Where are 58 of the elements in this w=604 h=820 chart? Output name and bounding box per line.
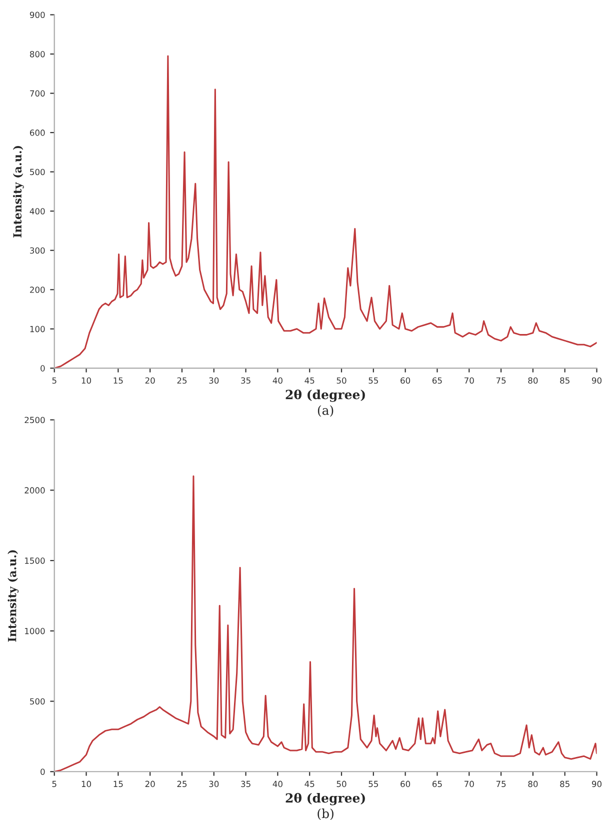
y-tick-label: 200 [30,286,45,293]
y-tick-label: 0 [40,768,45,775]
x-tick-label: 20 [145,377,155,384]
x-tick-label: 10 [82,780,92,788]
y-tick-label: 300 [30,247,45,254]
text: (b) [318,808,334,820]
y-tick-label: 0 [40,365,45,372]
x-tick-label: 65 [432,377,442,384]
x-tick-label: 75 [496,377,506,384]
x-tick-label: 75 [496,780,506,788]
x-tick-label: 70 [464,377,474,384]
y-tick-label: 900 [30,12,45,18]
x-tick-label: 65 [432,780,442,788]
y-tick-label: 2000 [24,487,45,494]
x-tick-label: 85 [560,780,570,788]
x-tick-label: 90 [592,377,602,384]
x-tick-label: 25 [177,780,187,788]
y-axis-title: Intensity (a.u.) [8,550,19,642]
y-tick-label: 500 [30,168,45,176]
y-tick-label: 600 [30,130,45,136]
x-tick-label: 70 [464,780,474,788]
x-tick-label: 50 [336,780,346,788]
x-tick-label: 25 [177,377,187,384]
x-tick-label: 5 [52,377,56,384]
y-tick-label: 2500 [24,416,45,424]
x-tick-label: 30 [209,780,219,788]
x-tick-label: 30 [209,377,219,384]
x-tick-label: 20 [145,780,155,788]
y-tick-label: 800 [30,51,45,58]
y-tick-label: 700 [30,90,45,97]
text: (a) [318,405,334,417]
x-axis-title: 2θ (degree) [286,792,365,806]
x-tick-label: 45 [304,780,314,788]
y-axis-title: Intensity (a.u.) [12,146,24,238]
y-tick-label: 400 [30,208,45,214]
x-tick-label: 60 [400,780,410,788]
x-tick-label: 45 [304,377,314,384]
y-tick-label: 1500 [25,558,45,564]
x-tick-label: 85 [560,377,570,384]
y-tick-label: 500 [30,698,45,705]
x-tick-label: 90 [592,780,602,788]
y-tick-label: 1000 [25,628,45,634]
x-axis-title: 2θ (degree) [286,389,365,402]
x-tick-label: 35 [241,780,250,788]
x-tick-label: 15 [114,377,123,384]
x-tick-label: 80 [528,780,538,788]
x-tick-label: 40 [272,377,282,384]
x-tick-label: 40 [272,780,282,788]
x-tick-label: 55 [368,780,378,788]
y-tick-label: 100 [30,326,45,332]
x-tick-label: 35 [241,377,250,384]
x-tick-label: 80 [528,377,538,384]
x-tick-label: 60 [400,377,410,384]
x-tick-label: 10 [82,377,92,384]
x-tick-label: 55 [368,377,378,384]
x-tick-label: 50 [336,377,346,384]
x-tick-label: 15 [114,780,123,788]
x-tick-label: 5 [52,780,56,788]
